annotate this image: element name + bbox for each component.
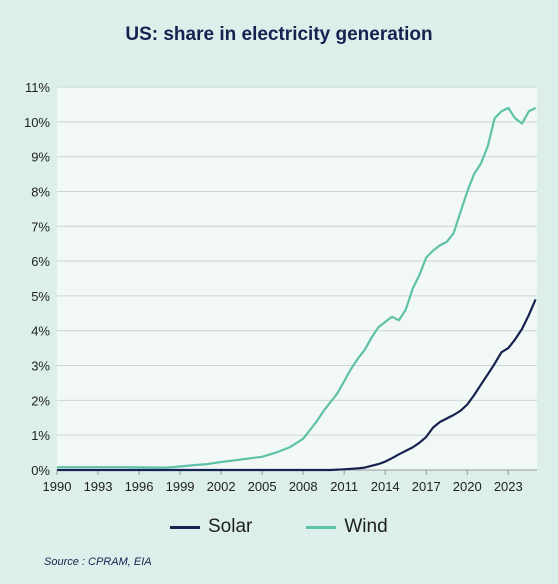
- y-tick-label: 2%: [31, 393, 50, 408]
- legend: Solar Wind: [170, 516, 388, 538]
- legend-label-wind: Wind: [344, 516, 388, 537]
- x-tick-label: 2005: [248, 479, 277, 494]
- legend-item-solar: Solar: [170, 516, 252, 538]
- x-tick-label: 1990: [43, 479, 72, 494]
- x-tick-label: 1999: [166, 479, 195, 494]
- x-tick-label: 1996: [125, 479, 154, 494]
- y-tick-label: 4%: [31, 324, 50, 339]
- x-tick-label: 2008: [289, 479, 318, 494]
- x-tick-label: 2017: [412, 479, 441, 494]
- y-tick-label: 1%: [31, 428, 50, 443]
- y-tick-label: 3%: [31, 359, 50, 374]
- x-tick-label: 2002: [207, 479, 236, 494]
- y-tick-label: 0%: [31, 463, 50, 478]
- series-line-wind: [57, 106, 537, 469]
- x-tick-label: 1993: [84, 479, 113, 494]
- y-tick-label: 6%: [31, 254, 50, 269]
- y-tick-label: 5%: [31, 289, 50, 304]
- series-line-solar: [57, 298, 537, 472]
- x-tick-label: 2023: [494, 479, 523, 494]
- y-tick-label: 8%: [31, 184, 50, 199]
- y-tick-label: 9%: [31, 150, 50, 165]
- x-tick-label: 2020: [453, 479, 482, 494]
- legend-label-solar: Solar: [208, 516, 253, 537]
- line-chart: 0% 1% 2% 3% 4% 5% 6% 7% 8% 9% 10% 11% 1990 1993 1996 19…: [24, 80, 537, 494]
- y-tick-label: 7%: [31, 219, 50, 234]
- y-tick-label: 11%: [25, 80, 50, 95]
- plot-area: [57, 87, 537, 470]
- legend-item-wind: Wind: [306, 516, 388, 538]
- y-tick-label: 10%: [24, 115, 50, 130]
- legend-swatch-solar: [170, 525, 200, 529]
- chart-title: US: share in electricity generation: [125, 24, 433, 45]
- source-note: Source : CPRAM, EIA: [44, 556, 152, 568]
- x-tick-label: 2011: [330, 479, 358, 494]
- legend-swatch-wind: [306, 525, 337, 529]
- x-tick-label: 2014: [371, 479, 400, 494]
